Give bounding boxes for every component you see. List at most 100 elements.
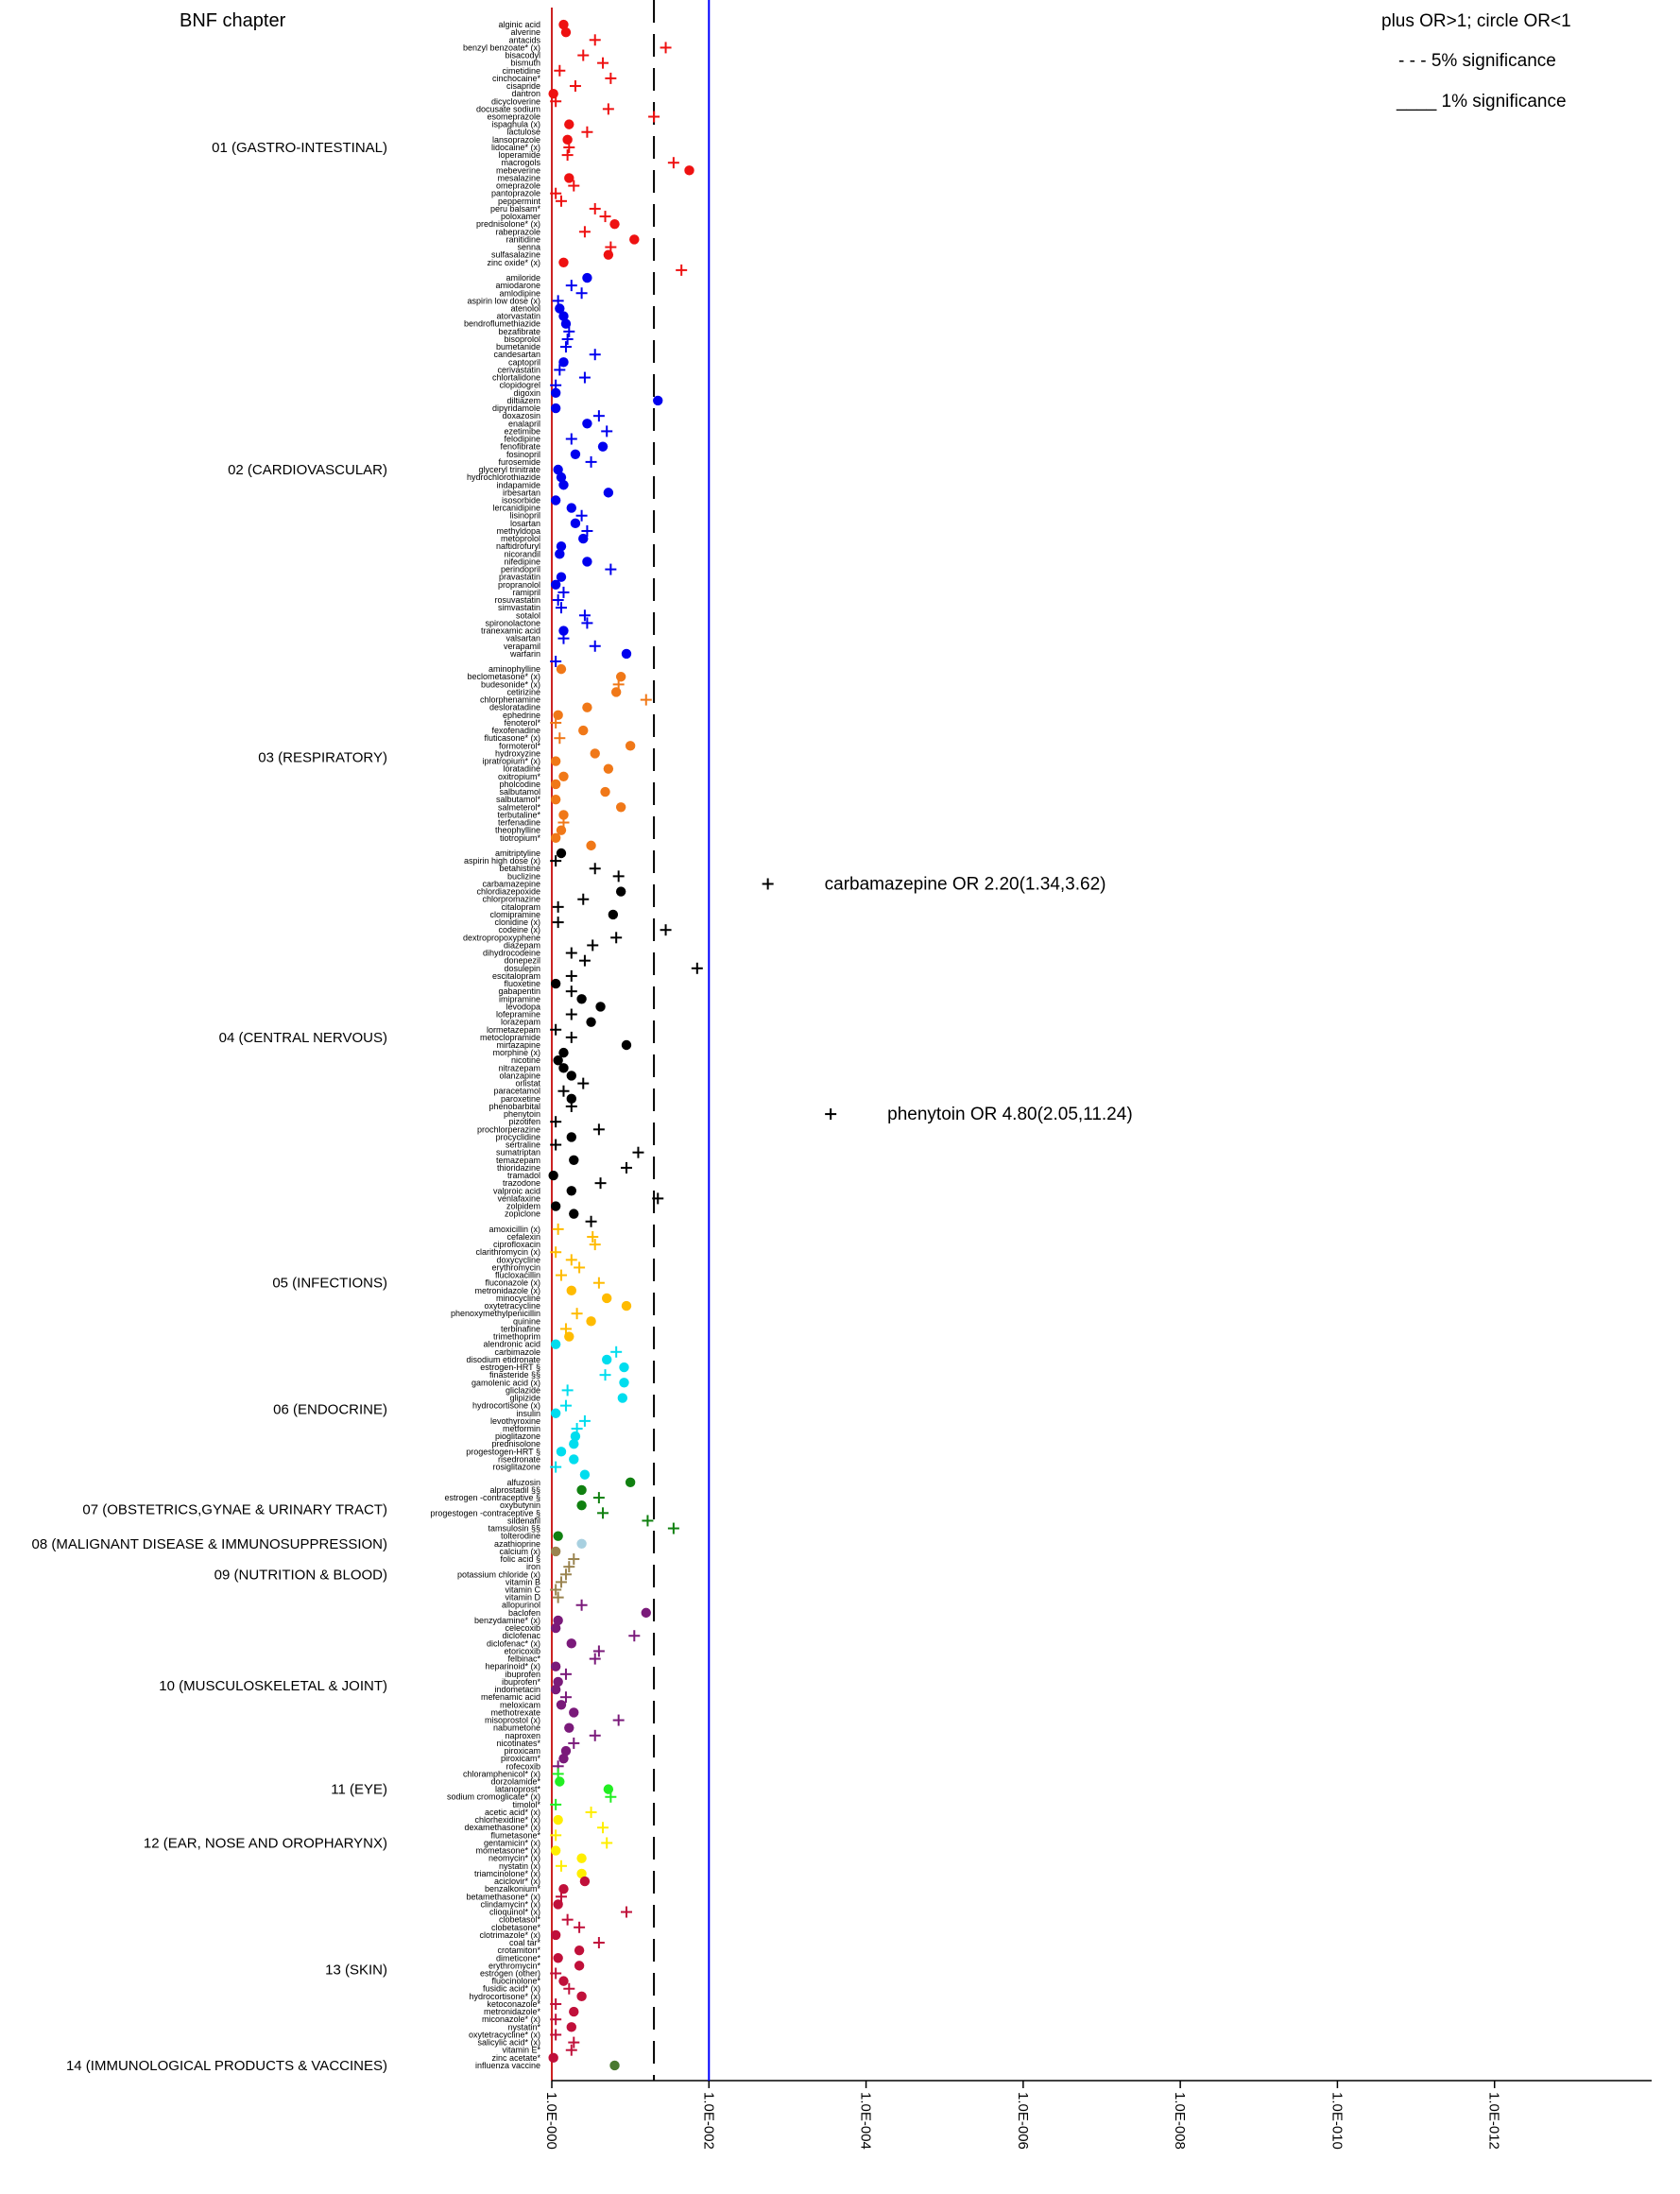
data-point-plus (620, 1161, 632, 1174)
drug-label: atenolol (510, 303, 540, 313)
data-point-circle (558, 810, 569, 820)
drug-label: insulin (516, 1409, 540, 1418)
data-point-circle (550, 403, 561, 414)
data-point-plus (585, 455, 597, 468)
drug-label: acetic acid* (x) (485, 1808, 540, 1817)
data-point-plus (568, 2036, 580, 2048)
drug-label: metoprolol (501, 534, 540, 543)
data-point-plus (610, 1346, 623, 1358)
data-point-circle (595, 1002, 606, 1012)
drug-label: miconazole* (x) (482, 2014, 540, 2024)
drug-label: dosulepin (504, 964, 540, 973)
drug-label: doxazosin (502, 411, 540, 420)
drug-label: buclizine (507, 871, 540, 881)
drug-label: aciclovir* (x) (494, 1877, 540, 1886)
drug-label: lansoprazole (492, 135, 540, 145)
drug-label: glipizide (509, 1394, 540, 1403)
data-point-circle (556, 572, 567, 582)
data-point-plus (667, 157, 679, 169)
drug-label: diazepam (504, 940, 540, 950)
drug-label: simvastatin (498, 603, 540, 612)
data-point-circle (566, 1132, 576, 1142)
drug-label: mesalazine (497, 173, 540, 182)
drug-label: erythromycin (491, 1262, 540, 1272)
x-tick-label: 1.0E-008 (1172, 2092, 1188, 2150)
drug-label: valproic acid (493, 1186, 540, 1195)
drug-label: venlafaxine (497, 1193, 540, 1203)
drug-label: orlistat (515, 1079, 540, 1088)
drug-label: indapamide (496, 480, 540, 489)
drug-label: vitamin C (505, 1586, 540, 1595)
drug-label: salicylic acid* (x) (477, 2038, 540, 2048)
drug-label: salmeterol* (498, 802, 541, 812)
data-point-plus (561, 1913, 574, 1926)
drug-label: flucloxacillin (495, 1271, 540, 1280)
data-point-circle (569, 1208, 579, 1219)
x-tick-label: 1.0E-004 (858, 2092, 874, 2150)
chapter-label: 02 (CARDIOVASCULAR) (228, 462, 387, 478)
drug-label: dimeticone* (496, 1953, 541, 1963)
data-point-circle (609, 2060, 620, 2071)
data-point-circle (629, 234, 640, 245)
chapter-label: 06 (ENDOCRINE) (273, 1402, 387, 1418)
drug-label: nicotinates* (496, 1739, 540, 1748)
data-point-plus (552, 594, 564, 607)
drug-label: vitamin E* (502, 2046, 540, 2055)
data-point-circle (550, 1622, 561, 1634)
drug-label: vitamin D (505, 1593, 540, 1603)
data-point-circle (548, 2052, 558, 2064)
chapter-label: 04 (CENTRAL NERVOUS) (219, 1030, 387, 1046)
data-point-circle (558, 771, 569, 782)
significance-lines (653, 0, 711, 2081)
drug-label: furosemide (498, 457, 540, 467)
drug-label: ibuprofen (505, 1670, 540, 1679)
data-point-circle (550, 1845, 561, 1856)
data-point-plus (568, 1553, 580, 1566)
drug-label: captopril (508, 357, 540, 367)
data-point-plus (550, 1116, 562, 1128)
drug-label: atorvastatin (496, 312, 540, 321)
data-point-plus (557, 1085, 570, 1097)
chapter-label: 05 (INFECTIONS) (272, 1276, 387, 1292)
drug-label: ipratropium* (x) (482, 757, 540, 766)
drug-label: nitrazepam (498, 1063, 540, 1072)
drug-label: lisinopril (509, 511, 540, 521)
data-point-plus (599, 1369, 611, 1381)
drug-label: dorzolamide* (490, 1777, 540, 1787)
data-point-circle (602, 1354, 612, 1365)
drug-label: paroxetine (501, 1094, 540, 1104)
data-point-plus (565, 1100, 577, 1112)
data-point-plus (565, 947, 577, 959)
drug-label: betahistine (499, 864, 540, 873)
data-points (548, 19, 837, 2071)
data-point-plus (575, 509, 588, 522)
drug-label: ibuprofen* (502, 1677, 541, 1687)
data-point-circle (578, 533, 589, 544)
drug-label: felodipine (504, 435, 540, 444)
drug-label: zinc acetate* (491, 2053, 540, 2063)
drug-label: azathioprine (494, 1539, 540, 1549)
data-point-plus (565, 969, 577, 982)
drug-label: benzydamine* (x) (474, 1616, 540, 1625)
data-point-circle (609, 218, 620, 230)
drug-label: amiloride (506, 273, 540, 283)
drug-label: fluticasone* (x) (484, 733, 540, 743)
data-point-circle (582, 272, 592, 283)
drug-label: mebeverine (496, 165, 540, 175)
data-point-circle (556, 663, 567, 675)
drug-label: oxitropium* (498, 772, 541, 781)
drug-label: perindopril (501, 565, 540, 574)
drug-label: tiotropium* (500, 833, 541, 843)
data-point-circle (566, 1093, 576, 1105)
drug-label: lormetazepam (487, 1025, 540, 1035)
data-point-plus (581, 524, 593, 537)
data-point-plus (561, 1384, 574, 1397)
data-point-plus (594, 1177, 607, 1190)
legend-5pct-text: - - - 5% significance (1398, 51, 1556, 71)
chapter-label: 03 (RESPIRATORY) (258, 750, 387, 766)
drug-label: lercanidipine (492, 504, 540, 513)
data-point-circle (576, 1991, 587, 2002)
data-point-circle (590, 748, 600, 759)
drug-label: esomeprazole (487, 111, 540, 121)
drug-label: chloramphenicol* (x) (463, 1769, 540, 1778)
